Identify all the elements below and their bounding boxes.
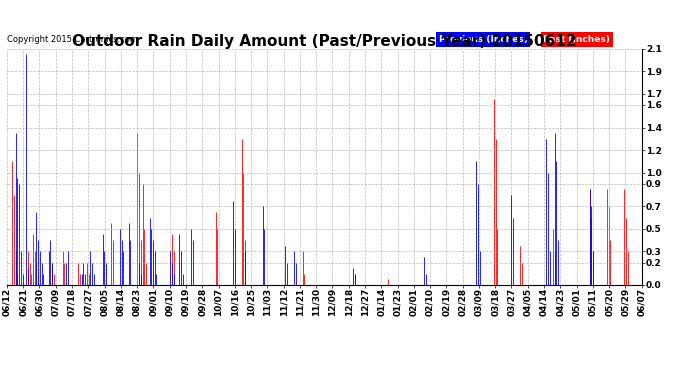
Title: Outdoor Rain Daily Amount (Past/Previous Year) 20150612: Outdoor Rain Daily Amount (Past/Previous… [72, 34, 577, 49]
Text: Past (Inches): Past (Inches) [543, 35, 610, 44]
Text: Copyright 2015 Cartronics.com: Copyright 2015 Cartronics.com [7, 35, 138, 44]
Text: Previous (Inches): Previous (Inches) [439, 35, 527, 44]
